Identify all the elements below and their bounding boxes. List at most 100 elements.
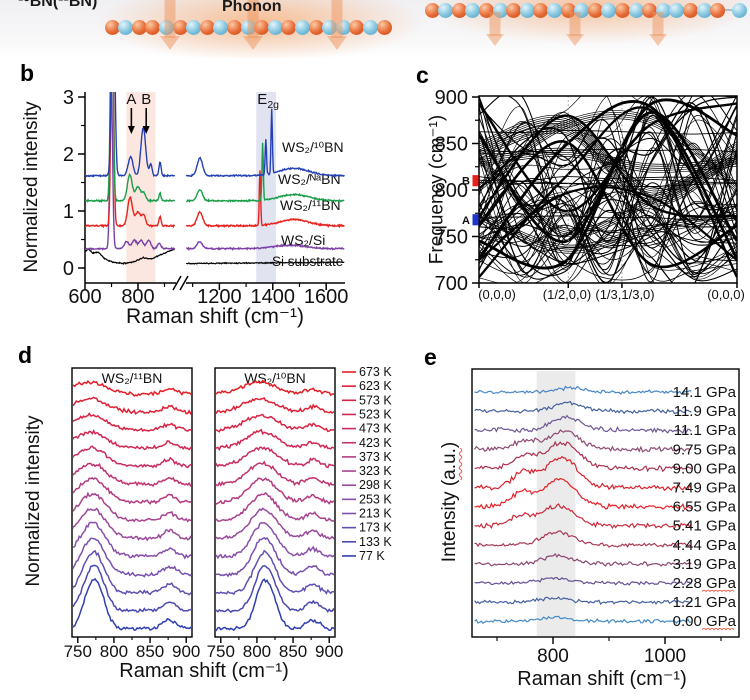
temperature-curve	[216, 428, 334, 452]
panel-c-ylabel: Frequency (cm⁻¹)	[426, 114, 448, 265]
boron-atom	[104, 19, 120, 35]
spectrum-curve	[85, 92, 176, 229]
panel-b-xlabel: Raman shift (cm⁻¹)	[126, 305, 304, 328]
x-tick-label: 1200	[197, 286, 242, 308]
phonon-band	[479, 156, 737, 232]
boron-atom	[199, 19, 215, 35]
subpanel-title: WS₂/¹¹BN	[102, 370, 163, 386]
temperature-curve	[216, 521, 334, 560]
phonon-band	[479, 121, 737, 261]
phonon-band	[479, 114, 737, 188]
panel-e-xlabel: Raman shift (cm⁻¹)	[517, 668, 687, 690]
boron-atom	[710, 2, 726, 18]
y-tick-label: 800	[435, 180, 468, 202]
series-label: Si substrate	[272, 254, 343, 269]
nitrogen-atom	[362, 19, 378, 35]
legend-label: 373 K	[359, 450, 392, 464]
temperature-curve	[73, 445, 191, 469]
panel-d-ylabel: Normalized intensity	[23, 415, 44, 587]
spectrum-curve	[85, 248, 176, 266]
pressure-curve	[474, 615, 692, 625]
phonon-band	[479, 220, 737, 278]
legend-label: 623 K	[359, 379, 392, 393]
temperature-curve	[73, 411, 191, 432]
legend-label: 423 K	[359, 436, 392, 450]
pressure-label: 6.55 GPa	[673, 499, 737, 516]
phonon-arrow-shaft	[569, 12, 581, 36]
series-label: WS₂/¹¹BN	[280, 197, 341, 213]
nitrogen-atom	[669, 2, 685, 18]
panel-e-ylabel: Intensity (a.u.)	[439, 372, 461, 632]
x-tick-label: 800	[100, 642, 128, 661]
legend-label: 253 K	[359, 492, 392, 506]
phonon-label: Phonon	[222, 0, 282, 15]
phonon-band	[479, 213, 737, 283]
pressure-label: 14.1 GPa	[673, 384, 737, 401]
pressure-curve	[474, 440, 692, 473]
e-ylabel-au: a.u.	[439, 448, 460, 480]
temperature-curve	[73, 549, 191, 596]
series-label: WS₂/ᴺᵃBN	[278, 171, 341, 187]
phonon-arrow-head	[649, 34, 667, 46]
spectrum-curve	[85, 92, 176, 178]
plot-frame	[471, 368, 740, 638]
boron-atom	[145, 19, 161, 35]
pressure-curve	[474, 414, 692, 434]
phonon-arrow-head	[566, 34, 584, 46]
nitrogen-atom	[465, 2, 481, 18]
legend-label: 573 K	[359, 393, 392, 407]
legend-label: 323 K	[359, 464, 392, 478]
temperature-curve	[216, 549, 334, 596]
phonon-band	[479, 189, 737, 283]
y-tick-label: 1	[63, 201, 74, 223]
panel-d-xlabel: Raman shift (cm⁻¹)	[119, 660, 289, 682]
temperature-curve	[216, 578, 334, 632]
phonon-band	[479, 204, 737, 263]
spectrum-curve	[185, 260, 345, 265]
nitrogen-atom	[186, 19, 202, 35]
temperature-curve	[216, 491, 334, 522]
panel-b: 0 1 2 3 600 800 1200 1400 1600 Si substrate WS₂/Si…	[63, 87, 349, 308]
spellcheck-squiggle	[701, 589, 735, 593]
panel-e-letter: e	[424, 344, 437, 370]
x-tick-label: 800	[121, 286, 154, 308]
spectrum-curve	[185, 108, 345, 178]
nitrogen-atom	[118, 19, 134, 35]
boron-atom	[131, 19, 147, 35]
phonon-band	[479, 96, 737, 265]
e-ylabel-suffix: )	[439, 441, 460, 449]
phonon-band	[479, 191, 737, 278]
boron-atom	[172, 19, 188, 35]
temperature-curve	[73, 507, 191, 542]
k-point-label: (1/2,0,0)	[543, 287, 591, 302]
series-label: WS₂/¹⁰BN	[282, 139, 344, 155]
legend-label: 298 K	[359, 478, 392, 492]
temperature-curve	[216, 460, 334, 488]
temperature-curve	[216, 477, 334, 505]
phonon-band	[479, 160, 737, 236]
nitrogen-atom	[294, 19, 310, 35]
phonon-band	[479, 182, 737, 187]
pressure-curve	[474, 385, 692, 395]
pressure-label: 9.00 GPa	[673, 460, 737, 477]
phonon-arrows	[160, 0, 667, 50]
pressure-label: 0.00 GPa	[673, 613, 737, 630]
temperature-curve	[73, 491, 191, 523]
nitrogen-atom	[213, 19, 229, 35]
temperature-curve	[216, 379, 334, 397]
pressure-label: 11.1 GPa	[674, 422, 737, 439]
y-tick-label: 0	[63, 258, 74, 280]
mode-marker-label: A	[462, 215, 470, 227]
temperature-curve	[216, 565, 334, 614]
phonon-band	[479, 192, 737, 278]
boron-atom	[376, 19, 392, 35]
spellcheck-squiggle	[701, 627, 735, 631]
phonon-arrow-shaft	[489, 12, 501, 36]
spectrum-curve	[185, 142, 345, 203]
axis-break	[172, 275, 189, 291]
pressure-curve	[474, 455, 692, 492]
panel-d: 750 800 850 900 WS₂/¹¹BN 750 800 850 900 WS₂/¹⁰BN…	[64, 365, 393, 661]
peak-annotation: A	[126, 91, 136, 108]
pressure-label: 1.21 GPa	[673, 594, 737, 611]
